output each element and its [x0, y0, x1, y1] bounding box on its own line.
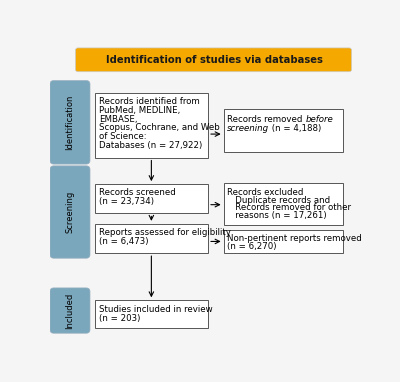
- Text: Scopus, Cochrane, and Web: Scopus, Cochrane, and Web: [99, 123, 220, 133]
- FancyBboxPatch shape: [224, 230, 343, 253]
- Text: screening: screening: [227, 124, 270, 133]
- FancyBboxPatch shape: [224, 183, 343, 225]
- Text: of Science:: of Science:: [99, 132, 147, 141]
- Text: Databases (n = 27,922): Databases (n = 27,922): [99, 141, 202, 150]
- FancyBboxPatch shape: [95, 93, 208, 158]
- FancyBboxPatch shape: [95, 224, 208, 253]
- Text: PubMed, MEDLINE,: PubMed, MEDLINE,: [99, 106, 180, 115]
- Text: Duplicate records and: Duplicate records and: [227, 196, 330, 204]
- Text: Included: Included: [65, 293, 74, 329]
- FancyBboxPatch shape: [50, 81, 90, 164]
- FancyBboxPatch shape: [76, 48, 352, 72]
- Text: (n = 203): (n = 203): [99, 314, 140, 322]
- Text: Non-pertinent reports removed: Non-pertinent reports removed: [227, 233, 362, 243]
- Text: before: before: [306, 115, 333, 124]
- Text: EMBASE,: EMBASE,: [99, 115, 138, 124]
- Text: Identification of studies via databases: Identification of studies via databases: [106, 55, 323, 65]
- FancyBboxPatch shape: [95, 184, 208, 214]
- Text: Records identified from: Records identified from: [99, 97, 200, 106]
- Text: Identification: Identification: [65, 95, 74, 150]
- Text: Studies included in review: Studies included in review: [99, 305, 213, 314]
- FancyBboxPatch shape: [95, 300, 208, 328]
- Text: (n = 6,473): (n = 6,473): [99, 237, 148, 246]
- Text: (n = 4,188): (n = 4,188): [270, 124, 322, 133]
- Text: Records screened: Records screened: [99, 188, 176, 197]
- Text: Screening: Screening: [65, 191, 74, 233]
- Text: Records removed for other: Records removed for other: [227, 204, 351, 212]
- Text: (n = 23,734): (n = 23,734): [99, 197, 154, 206]
- Text: (n = 6,270): (n = 6,270): [227, 242, 277, 251]
- Text: Reports assessed for eligibility: Reports assessed for eligibility: [99, 228, 231, 237]
- Text: reasons (n = 17,261): reasons (n = 17,261): [227, 212, 327, 220]
- Text: Records removed: Records removed: [227, 115, 306, 124]
- FancyBboxPatch shape: [224, 109, 343, 152]
- FancyBboxPatch shape: [50, 288, 90, 333]
- Text: Records excluded: Records excluded: [227, 188, 304, 197]
- FancyBboxPatch shape: [50, 166, 90, 258]
